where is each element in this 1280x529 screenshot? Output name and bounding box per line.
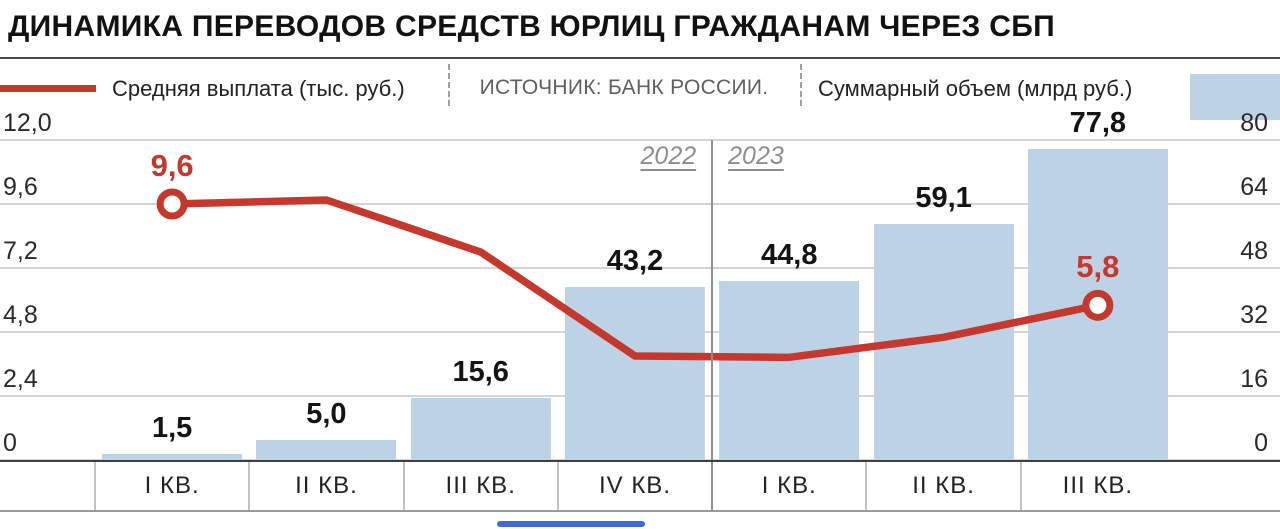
y-axis-label-right: 0 xyxy=(1254,429,1268,457)
volume-bar xyxy=(102,454,243,460)
plot-area: 12,0 80 9,6 64 7,2 48 4,8 32 2,4 16 0 0 1,5 5,0 15,6 43… xyxy=(0,107,1280,472)
y-axis-label-right: 48 xyxy=(1240,237,1268,265)
x-axis-label: II КВ. xyxy=(912,472,975,499)
line-path xyxy=(168,196,1102,362)
average-payment-line xyxy=(156,188,1114,362)
y-axis-label-left: 9,6 xyxy=(3,173,38,201)
x-axis-separator xyxy=(402,462,405,510)
bar-value-label: 15,6 xyxy=(452,355,509,388)
x-axis-label: IV КВ. xyxy=(598,472,671,499)
volume-bar xyxy=(410,397,551,460)
bar-value-label: 5,0 xyxy=(306,398,347,430)
bar-value-label: 43,2 xyxy=(606,245,664,278)
bar-legend-swatch xyxy=(1190,74,1280,120)
y-axis-label-left: 12,0 xyxy=(3,109,52,137)
year-divider-line xyxy=(711,140,714,510)
year-label-left: 2022 xyxy=(640,142,697,170)
grid-line xyxy=(0,139,1280,141)
line-legend-swatch xyxy=(0,85,96,92)
year-label-right: 2023 xyxy=(728,142,784,170)
x-axis-separator xyxy=(865,462,868,510)
x-axis-label: I КВ. xyxy=(761,472,817,499)
x-axis-separator xyxy=(1019,462,1022,510)
grid-line xyxy=(0,203,1280,205)
x-axis-separator xyxy=(556,462,559,510)
x-axis-separator xyxy=(94,462,96,510)
y-axis-label-right: 32 xyxy=(1240,301,1268,329)
volume-bar xyxy=(719,280,860,460)
bar-value-label: 44,8 xyxy=(761,238,818,271)
source-label: ИСТОЧНИК: БАНК РОССИИ. xyxy=(479,76,769,99)
x-axis-label: III КВ. xyxy=(1062,472,1133,499)
bar-value-label: 77,8 xyxy=(1069,106,1127,139)
line-value-label: 9,6 xyxy=(150,148,194,183)
y-axis-label-left: 7,2 xyxy=(3,237,38,265)
line-marker xyxy=(156,188,188,220)
x-axis-label: I КВ. xyxy=(144,472,200,499)
x-axis-label: III КВ. xyxy=(445,472,516,499)
y-axis-label-right: 80 xyxy=(1240,109,1268,137)
y-axis-label-left: 2,4 xyxy=(3,365,38,393)
bottom-accent-line xyxy=(497,521,645,527)
title-divider xyxy=(0,57,1280,59)
line-legend-label: Средняя выплата (тыс. руб.) xyxy=(112,76,405,101)
bar-value-label: 59,1 xyxy=(915,181,972,214)
line-value-label: 5,8 xyxy=(1076,249,1120,285)
x-axis-separator xyxy=(248,462,251,510)
y-axis-label-left: 4,8 xyxy=(3,301,38,329)
x-axis: I КВ. II КВ. III КВ. IV КВ. I КВ. II КВ. III К… xyxy=(0,460,1280,512)
legend-separator xyxy=(448,64,450,106)
y-axis-label-right: 64 xyxy=(1240,173,1268,201)
volume-bar xyxy=(256,440,397,460)
chart-title: ДИНАМИКА ПЕРЕВОДОВ СРЕДСТВ ЮРЛИЦ ГРАЖДАН… xyxy=(8,10,1055,43)
y-axis-label-left: 0 xyxy=(3,429,17,457)
y-axis-label-right: 16 xyxy=(1240,365,1268,393)
legend: Средняя выплата (тыс. руб.) ИСТОЧНИК: БА… xyxy=(0,59,1280,120)
legend-separator xyxy=(800,64,802,106)
bar-value-label: 1,5 xyxy=(151,412,193,444)
grid-line xyxy=(0,267,1280,269)
volume-bar xyxy=(565,287,705,460)
bar-legend-label: Суммарный объем (млрд руб.) xyxy=(818,76,1133,101)
x-axis-label: II КВ. xyxy=(295,472,358,499)
line-marker xyxy=(1082,289,1114,321)
